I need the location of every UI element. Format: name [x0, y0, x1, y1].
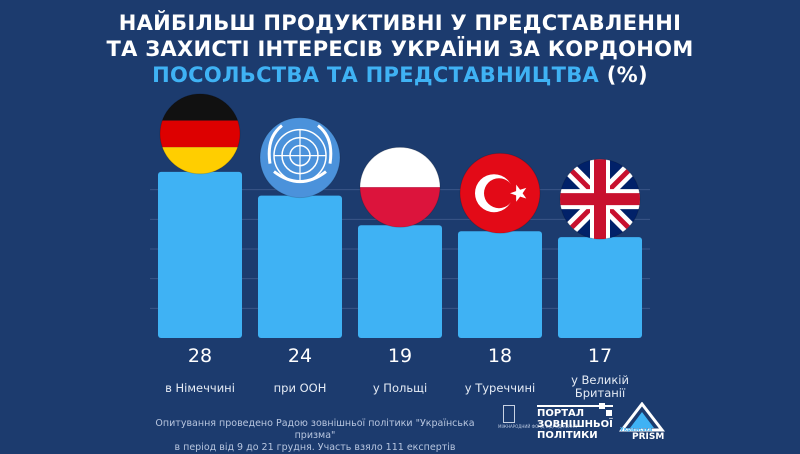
category-label: при ООН: [274, 381, 327, 395]
turkey-flag-icon: [460, 153, 540, 234]
footnote-line-1: Опитування проведено Радою зовнішньої по…: [155, 418, 475, 441]
value-label: 17: [588, 345, 612, 367]
bar: [458, 231, 542, 338]
icon-ring: [559, 158, 641, 240]
title-line-1: НАЙБІЛЬШ ПРОДУКТИВНІ У ПРЕДСТАВЛЕННІ: [118, 11, 682, 35]
category-label: в Німеччині: [165, 381, 235, 395]
icon-ring: [459, 152, 541, 234]
prism-logo-big-text: PRISM: [632, 432, 665, 442]
chart-title: НАЙБІЛЬШ ПРОДУКТИВНІ У ПРЕДСТАВЛЕННІ ТА …: [0, 10, 800, 88]
category-label: Британії: [575, 386, 626, 400]
uk-flag-icon: [560, 159, 640, 240]
title-unit: (%): [599, 63, 648, 87]
icon-ring: [259, 117, 341, 199]
value-label: 24: [288, 345, 312, 367]
icon-ring: [359, 146, 441, 228]
portal-logo-text: ПОРТАЛ ЗОВНІШНЬОЇ ПОЛІТИКИ: [537, 405, 613, 441]
footnote-line-2: в період від 9 до 21 грудня. Участь взял…: [174, 442, 456, 453]
value-label: 18: [488, 345, 512, 367]
portal-logo-square-icon: [599, 403, 605, 409]
prism-triangle-icon: [618, 402, 666, 432]
irf-logo-text: МІЖНАРОДНИЙ ФОНД ВІДРОДЖЕННЯ: [498, 424, 577, 429]
irf-logo: МІЖНАРОДНИЙ ФОНД ВІДРОДЖЕННЯ: [498, 405, 577, 441]
prism-logo-small-text: Українська: [620, 427, 653, 433]
icon-ring: [159, 93, 241, 175]
bar: [158, 171, 242, 338]
value-label: 28: [188, 345, 212, 367]
value-label: 19: [388, 345, 412, 367]
germany-flag-icon: [160, 93, 240, 174]
bar: [358, 225, 442, 338]
bar: [558, 237, 642, 338]
category-label: у Польщі: [373, 381, 427, 395]
ukrainian-prism-logo: Українська PRISM: [618, 402, 666, 448]
bar: [258, 195, 342, 338]
title-line-3-accent: ПОСОЛЬСТВА ТА ПРЕДСТАВНИЦТВА: [152, 63, 600, 87]
irf-logo-mark-icon: [503, 405, 515, 423]
title-line-2: ТА ЗАХИСТІ ІНТЕРЕСІВ УКРАЇНИ ЗА КОРДОНОМ: [106, 37, 694, 61]
category-label: у Великій: [571, 373, 629, 387]
un-emblem-icon: [260, 117, 340, 198]
category-label: у Туреччині: [465, 381, 535, 395]
portal-logo-square-icon: [606, 410, 612, 416]
foreign-policy-portal-logo: ПОРТАЛ ЗОВНІШНЬОЇ ПОЛІТИКИ: [537, 403, 613, 447]
footnote: Опитування проведено Радою зовнішньої по…: [150, 418, 480, 454]
